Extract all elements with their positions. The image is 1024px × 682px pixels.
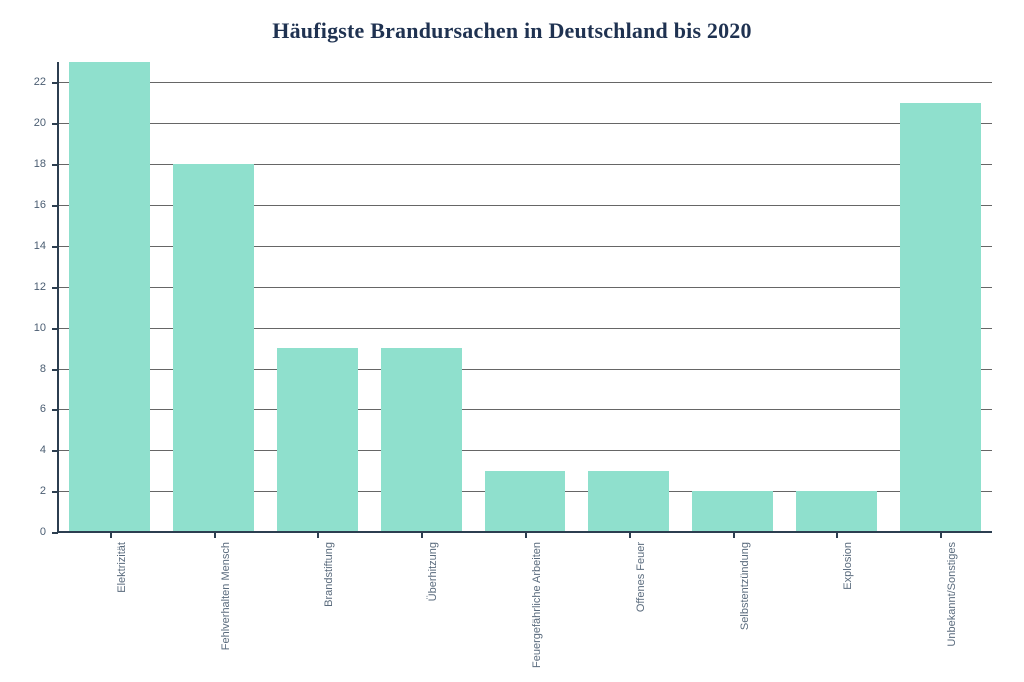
y-tick-label: 4 <box>40 444 46 456</box>
x-tick-label: Brandstiftung <box>323 542 336 682</box>
y-tick-label: 8 <box>40 363 46 375</box>
x-tick-label: Offenes Feuer <box>635 542 648 682</box>
x-tick-mark <box>110 532 112 538</box>
y-tick-label: 18 <box>34 158 46 170</box>
y-tick-label: 2 <box>40 485 46 497</box>
x-tick-label: Explosion <box>842 542 855 682</box>
x-tick-mark <box>525 532 527 538</box>
y-tick-label: 20 <box>34 117 46 129</box>
x-tick-mark <box>214 532 216 538</box>
axes: 0246810121416182022ElektrizitätFehlverha… <box>58 62 992 532</box>
x-tick-label: Unbekannt/Sonstiges <box>946 542 959 682</box>
x-tick-mark <box>940 532 942 538</box>
x-tick-label: Fehlverhalten Mensch <box>220 542 233 682</box>
y-tick-label: 10 <box>34 322 46 334</box>
y-tick-label: 16 <box>34 199 46 211</box>
x-tick-label: Elektrizität <box>116 542 129 682</box>
x-tick-label: Feuergefährliche Arbeiten <box>531 542 544 682</box>
chart-title: Häufigste Brandursachen in Deutschland b… <box>0 18 1024 44</box>
y-tick-label: 12 <box>34 281 46 293</box>
x-tick-mark <box>317 532 319 538</box>
x-tick-mark <box>733 532 735 538</box>
y-axis-line <box>57 62 59 532</box>
x-tick-mark <box>421 532 423 538</box>
y-tick-label: 14 <box>34 240 46 252</box>
x-tick-label: Überhitzung <box>427 542 440 682</box>
x-tick-mark <box>629 532 631 538</box>
x-tick-label: Selbstentzündung <box>739 542 752 682</box>
y-tick-label: 6 <box>40 403 46 415</box>
x-tick-mark <box>836 532 838 538</box>
y-tick-label: 0 <box>40 526 46 538</box>
bar-chart: Häufigste Brandursachen in Deutschland b… <box>0 0 1024 682</box>
y-tick-label: 22 <box>34 76 46 88</box>
plot-area: 0246810121416182022ElektrizitätFehlverha… <box>58 62 992 532</box>
